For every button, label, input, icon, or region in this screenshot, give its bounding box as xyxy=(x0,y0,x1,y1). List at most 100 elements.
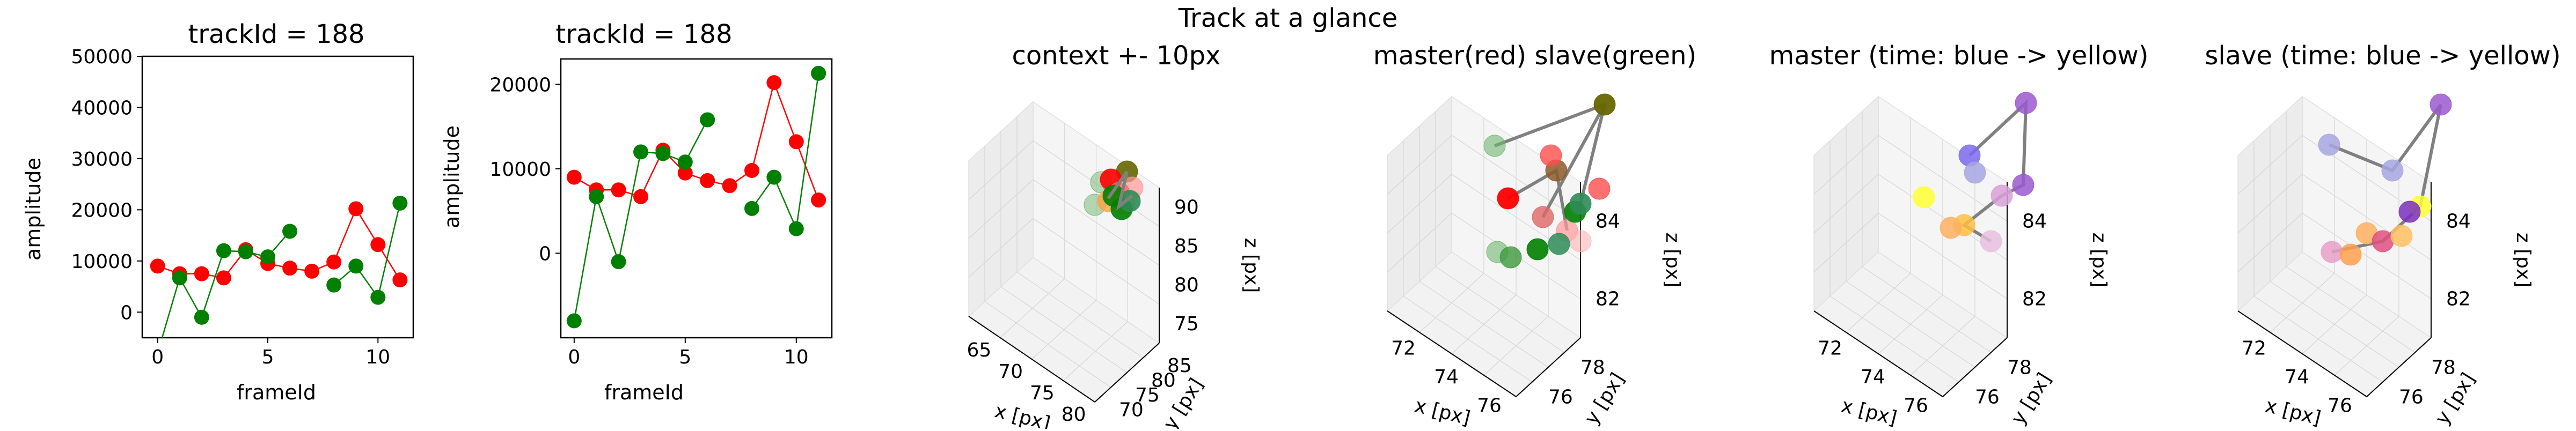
panel-6-point xyxy=(2321,241,2343,263)
panel-1-series-2-point xyxy=(238,244,253,259)
panel-2-series-2-point xyxy=(633,144,649,160)
panel-5-ztick-label: 82 xyxy=(2022,288,2047,310)
panel-5-xtick-label: 74 xyxy=(1861,366,1885,388)
panel-2-xtick-label: 0 xyxy=(568,346,580,368)
panel-1-frame xyxy=(141,55,414,339)
panel-1-xtick-label: 10 xyxy=(365,346,390,368)
panel-5-grid xyxy=(1813,174,1879,234)
panel-2-series-1-point xyxy=(744,163,759,178)
panel-4-grid xyxy=(1419,281,1549,368)
panel-6: slave (time: blue -> yellow) 72 74 76 76 78 8… xyxy=(2205,41,2560,429)
panel-5-point xyxy=(1940,217,1962,239)
panel-4-point xyxy=(1548,233,1570,255)
panel-1-series-2-point xyxy=(326,277,342,293)
panel-1-title: trackId = 188 xyxy=(188,19,364,49)
panel-4-point xyxy=(1497,187,1519,210)
panel-1-plot-area: 0 5 10 0 10000 20000 30000 40000 50000 xyxy=(71,46,414,368)
panel-6-title: slave (time: blue -> yellow) xyxy=(2205,41,2560,71)
panel-2-xtick-label: 5 xyxy=(679,346,691,368)
panel-4-point xyxy=(1569,230,1592,252)
figure-suptitle: Track at a glance xyxy=(1178,3,1398,33)
panel-2-series-1-point xyxy=(722,178,737,194)
panel-6-point xyxy=(2398,200,2421,223)
panel-1-ytick-label: 0 xyxy=(120,302,133,324)
panel-3-xtick-label: 80 xyxy=(1062,404,1086,426)
panel-4-grid xyxy=(1403,296,1533,382)
panel-4-ztick-label: 84 xyxy=(1596,211,1620,233)
panel-5-point xyxy=(1964,161,1986,184)
panel-1-series-1-point xyxy=(326,254,342,270)
panel-6-grid xyxy=(2302,174,2432,261)
panel-5-grid xyxy=(1846,281,1975,368)
panel-2-ytick-label: 0 xyxy=(539,243,551,265)
panel-5-point xyxy=(1913,186,1935,209)
panel-3-grid xyxy=(984,301,1111,388)
panel-2-xtick-label: 10 xyxy=(784,346,809,368)
panel-1-ytick-label: 50000 xyxy=(71,46,133,68)
panel-3-x-axis xyxy=(968,316,1095,403)
panel-5-ztick-label: 84 xyxy=(2022,211,2047,233)
panel-3-grid xyxy=(1033,179,1160,266)
panel-1: trackId = 188 frameId amplitude 0 5 10 0 100… xyxy=(21,19,414,404)
panel-1-series-layer xyxy=(150,195,408,338)
panel-3-ztick-label: 85 xyxy=(1174,235,1199,257)
panel-4-xlabel: x [px] xyxy=(1413,395,1473,429)
panel-5-point xyxy=(1980,230,2002,252)
panel-1-series-1-point xyxy=(348,201,364,217)
panel-3-y-axis xyxy=(1094,343,1160,403)
panel-6-point xyxy=(2390,225,2413,247)
panel-5: master (time: blue -> yellow) 72 74 76 76 78… xyxy=(1769,41,2149,429)
panel-6-ytick-label: 76 xyxy=(2399,387,2424,408)
panel-4-xtick-label: 76 xyxy=(1477,395,1502,417)
panel-4-ztick-label: 82 xyxy=(1596,288,1620,310)
panel-6-point xyxy=(2372,230,2394,252)
panel-2-series-2-point xyxy=(677,154,693,170)
panel-6-point xyxy=(2381,159,2404,182)
panel-6-xlabel: x [px] xyxy=(2263,395,2323,429)
panel-2-series-1-point xyxy=(788,134,804,150)
panel-2-title: trackId = 188 xyxy=(555,19,732,49)
panel-2-series-1-point xyxy=(633,189,649,204)
panel-2-series-layer xyxy=(566,65,826,329)
panel-5-title: master (time: blue -> yellow) xyxy=(1769,41,2149,71)
panel-2-series-2-line xyxy=(751,73,819,232)
panel-5-grid xyxy=(1829,296,1959,382)
panel-2-series-1-point xyxy=(700,173,715,188)
panel-3-xtick-label: 75 xyxy=(1030,382,1055,404)
panel-3-title: context +- 10px xyxy=(1012,41,1221,71)
panel-1-xlabel: frameId xyxy=(237,381,316,404)
panel-4-xtick-label: 72 xyxy=(1391,338,1416,360)
panel-4-point xyxy=(1569,192,1592,215)
panel-6-ytick-label: 78 xyxy=(2431,357,2456,379)
panel-5-point xyxy=(2015,92,2037,114)
panel-2-series-2-point xyxy=(788,221,804,236)
panel-4-x-axis xyxy=(1387,310,1517,397)
panel-4-xtick-label: 74 xyxy=(1434,366,1459,388)
panel-1-series-1-point xyxy=(304,263,320,279)
panel-2-ylabel: amplitude xyxy=(440,125,464,228)
panel-5-xtick-label: 72 xyxy=(1818,338,1842,360)
panel-1-xtick-label: 5 xyxy=(262,346,274,368)
panel-2-series-2-point xyxy=(700,112,715,128)
panel-1-ytick-label: 10000 xyxy=(71,251,133,273)
panel-6-grid xyxy=(2270,281,2399,368)
panel-3-xlabel: x [px] xyxy=(992,400,1052,429)
panel-5-grid xyxy=(1910,316,1975,376)
panel-2-series-2-point xyxy=(655,146,671,161)
panel-1-ytick-label: 20000 xyxy=(71,199,133,221)
panel-1-series-2-point xyxy=(216,243,231,258)
panel-3-grid xyxy=(1063,321,1128,381)
panel-4-point xyxy=(1540,144,1562,167)
panel-5-ytick-label: 76 xyxy=(1975,387,2000,408)
panel-5-ytick-label: 78 xyxy=(2007,357,2032,379)
panel-3-xtick-label: 70 xyxy=(998,361,1023,383)
panel-6-point xyxy=(2318,133,2340,156)
panel-2-series-2-point xyxy=(766,169,782,185)
panel-3-ztick-label: 75 xyxy=(1174,313,1199,335)
panel-6-zlabel: z [px] xyxy=(2512,233,2534,288)
panel-4-y-axis xyxy=(1516,337,1581,397)
panel-6-xtick-label: 72 xyxy=(2242,338,2266,360)
panel-3-grid xyxy=(968,179,1034,239)
panel-4-point xyxy=(1483,135,1506,157)
